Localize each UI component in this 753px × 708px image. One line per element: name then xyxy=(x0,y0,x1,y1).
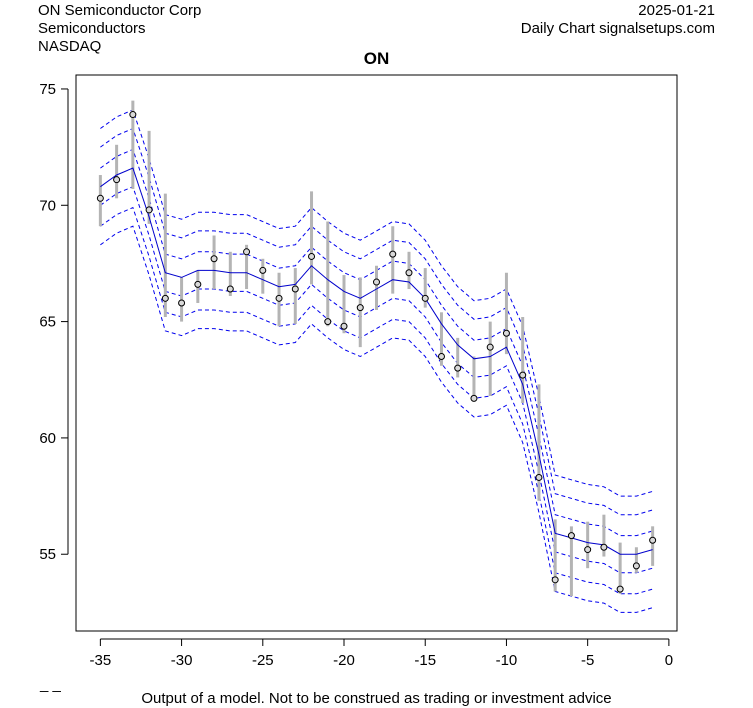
close-point xyxy=(210,255,218,263)
close-points xyxy=(96,111,657,593)
band-line-4 xyxy=(100,148,653,537)
plot-frame xyxy=(75,74,678,632)
model-line xyxy=(100,167,653,555)
y-tick-label: 65 xyxy=(39,314,56,331)
close-point xyxy=(584,546,592,554)
band-line-5 xyxy=(100,127,653,516)
y-axis: 55 60 65 70 75 xyxy=(39,81,69,563)
x-tick-label: -20 xyxy=(333,652,355,669)
close-point xyxy=(551,576,559,584)
close-point xyxy=(340,322,348,330)
exchange-label: NASDAQ xyxy=(38,38,102,55)
x-tick-label: -25 xyxy=(252,652,274,669)
x-tick-label: -15 xyxy=(414,652,436,669)
close-point xyxy=(486,343,494,351)
close-point xyxy=(454,364,462,372)
band-line-3 xyxy=(100,186,653,574)
y-tick-label: 60 xyxy=(39,430,56,447)
close-point xyxy=(502,329,510,337)
y-tick-label: 70 xyxy=(39,197,56,214)
close-point xyxy=(373,278,380,286)
x-tick-label: -30 xyxy=(171,652,193,669)
x-tick-label: -10 xyxy=(496,652,518,669)
close-point xyxy=(178,299,186,307)
band-line-2 xyxy=(100,206,653,595)
footer-marker: _ _ xyxy=(40,676,61,693)
chart-date: 2025-01-21 xyxy=(638,2,715,19)
close-point xyxy=(324,318,332,326)
close-point xyxy=(519,371,527,379)
close-point xyxy=(356,304,364,312)
close-point xyxy=(632,562,640,570)
close-point xyxy=(405,269,413,277)
company-name: ON Semiconductor Corp xyxy=(38,2,202,19)
close-point xyxy=(600,543,608,551)
close-point xyxy=(308,252,316,260)
close-point xyxy=(129,111,137,119)
close-point xyxy=(535,473,543,481)
close-point xyxy=(616,585,624,593)
range-bars xyxy=(98,100,655,597)
close-point xyxy=(567,532,575,540)
disclaimer: Output of a model. Not to be construed a… xyxy=(141,690,612,707)
band-line-6 xyxy=(100,109,653,497)
close-point xyxy=(243,248,251,256)
close-point xyxy=(437,352,445,360)
close-point xyxy=(291,285,299,293)
close-point xyxy=(389,250,397,258)
close-point xyxy=(275,294,283,302)
close-point xyxy=(226,285,234,293)
close-point xyxy=(421,294,429,302)
y-tick-label: 75 xyxy=(39,81,56,98)
y-tick-label: 55 xyxy=(39,546,56,563)
close-point xyxy=(161,294,169,302)
chart-source: Daily Chart signalsetups.com xyxy=(520,20,715,37)
close-point xyxy=(649,536,657,544)
sector-label: Semiconductors xyxy=(38,20,146,37)
close-point xyxy=(259,266,267,274)
model-line-group xyxy=(100,167,653,555)
chart-title: ON xyxy=(363,49,390,68)
x-tick-label: 0 xyxy=(665,652,673,669)
x-axis: -35 -30 -25 -20 -15 -10 -5 0 xyxy=(90,638,673,669)
close-point xyxy=(470,394,478,402)
x-tick-label: -5 xyxy=(581,652,594,669)
close-point xyxy=(96,194,104,202)
close-point xyxy=(194,280,202,288)
close-point xyxy=(113,176,121,184)
close-point xyxy=(145,206,153,214)
band-line-1 xyxy=(100,225,653,613)
x-tick-label: -35 xyxy=(90,652,112,669)
